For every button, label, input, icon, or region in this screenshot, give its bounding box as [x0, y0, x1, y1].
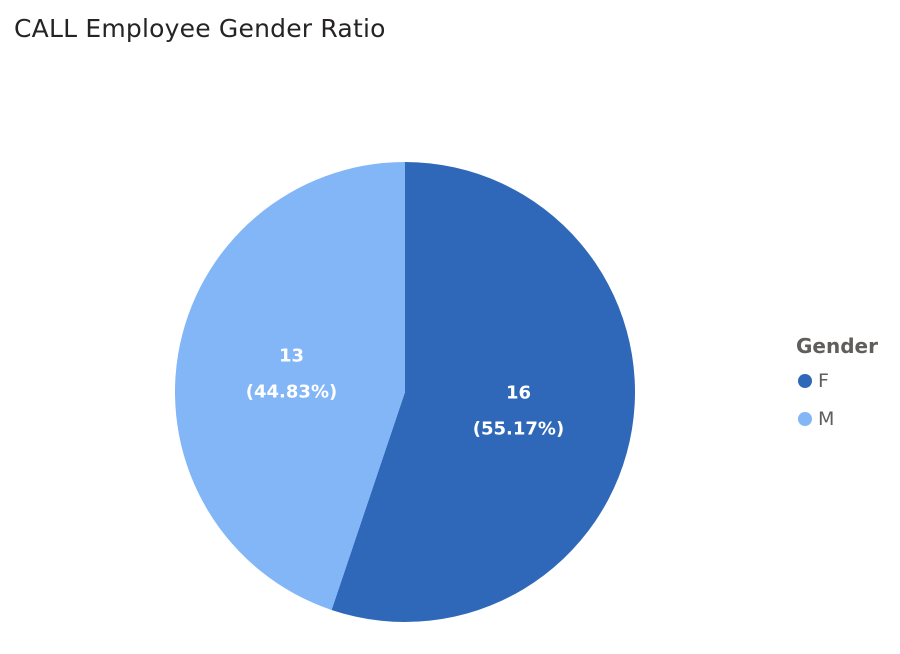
slice-value-label-f: 16 — [506, 383, 531, 404]
pie-slice-f[interactable] — [331, 162, 636, 623]
legend-swatch-m — [798, 412, 812, 426]
slice-value-label-m: 13 — [279, 345, 304, 366]
pie-slice-m[interactable] — [175, 162, 405, 610]
legend-swatch-f — [798, 374, 812, 388]
slice-percent-label-m: (44.83%) — [246, 381, 337, 402]
pie-labels: 16 (55.17%) 13 (44.83%) — [246, 345, 564, 439]
legend-item-f[interactable]: F — [796, 366, 878, 396]
legend-label-f: F — [818, 370, 829, 392]
legend-item-m[interactable]: M — [796, 404, 878, 434]
slice-percent-label-f: (55.17%) — [473, 419, 564, 440]
pie-slices — [175, 162, 636, 623]
legend: Gender F M — [796, 334, 878, 442]
chart-title: CALL Employee Gender Ratio — [14, 14, 386, 43]
legend-label-m: M — [818, 408, 835, 430]
legend-title: Gender — [796, 334, 878, 358]
